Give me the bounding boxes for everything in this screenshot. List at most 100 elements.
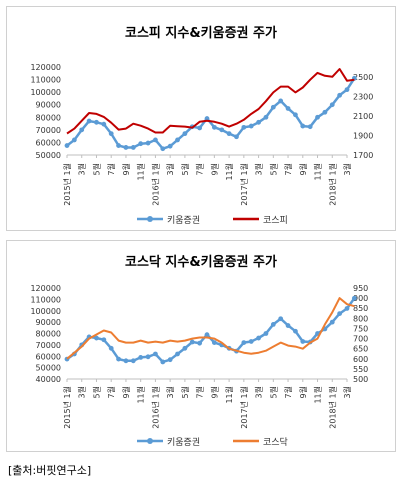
data-point [182,131,188,137]
data-point [64,143,70,148]
y-left-tick-label: 120000 [30,63,61,72]
data-point [130,358,136,364]
data-point [315,114,320,120]
x-tick-label: 5월 [268,163,278,175]
data-point [248,339,254,344]
data-point [241,124,247,130]
data-point [116,143,121,148]
x-tick-label: 2017년 1월 [239,386,249,429]
x-tick-label: 9월 [209,163,219,175]
data-point [204,332,210,338]
kospi-chart: 코스피 지수&키움증권 주가 50000 60000 70000 80000 90000 1… [30,25,373,226]
kosdaq-chart: 코스닥 지수&키움증권 주가 40000 50000 60000 70000 80000 9… [30,254,368,448]
y-left-tick-label: 50000 [36,364,61,373]
y-right-tick-label: 650 [353,345,368,354]
data-point [329,319,335,325]
x-tick-label: 5월 [180,163,190,175]
data-point [116,356,121,362]
series-line-코스닥 [66,297,355,360]
data-point [108,345,114,351]
x-tick-label: 9월 [121,163,131,175]
data-point [145,140,151,146]
kosdaq-chart-panel: 코스닥 지수&키움증권 주가 40000 50000 60000 70000 80000 9… [6,240,396,452]
data-point [219,127,225,133]
data-point [108,131,114,137]
kospi-chart-panel: 코스피 지수&키움증권 주가 50000 60000 70000 80000 90000 1… [6,6,396,231]
y-left-tick-label: 60000 [36,138,61,147]
y-right-tick-label: 850 [353,304,368,313]
legend-label: 키움증권 [167,214,200,226]
x-tick-label: 11월 [136,163,146,181]
data-point [307,124,313,130]
data-point [94,119,99,125]
y-left-tick-label: 80000 [36,330,61,339]
data-point [278,316,284,322]
data-point [197,340,203,346]
x-tick-label: 2015년 1월 [62,163,72,206]
x-tick-label: 5월 [268,386,278,398]
legend-label: 코스닥 [263,437,288,448]
y-right-tick-label: 550 [353,365,368,374]
y-right-tick-label: 800 [353,314,368,323]
y-right-tick-label: 2100 [353,112,373,121]
data-point [256,335,261,341]
data-point [153,137,158,143]
y-right-tick-label: 950 [353,284,368,293]
x-tick-label: 11월 [224,163,234,181]
y-left-tick-label: 70000 [36,126,61,135]
data-point [351,295,357,301]
x-tick-label: 7월 [283,163,293,175]
y-left-tick-label: 90000 [36,318,61,327]
data-point [211,124,217,130]
data-point [138,141,144,147]
legend-label: 키움증권 [167,436,200,448]
y-left-tick-label: 60000 [36,352,61,361]
x-tick-label: 3월 [77,386,87,398]
data-point [101,337,107,343]
data-point [189,339,195,345]
data-point [79,127,85,133]
x-tick-label: 11월 [313,386,323,404]
data-point [197,125,203,131]
data-point [322,109,328,115]
data-point [175,351,180,357]
chart-title: 코스닥 지수&키움증권 주가 [125,254,277,270]
data-point [270,322,276,327]
y-right-tick-label: 500 [353,375,368,384]
x-tick-label: 3월 [342,163,352,175]
data-point [300,339,306,344]
y-right-tick-label: 2500 [353,73,373,82]
x-tick-label: 2016년 1월 [150,163,160,206]
data-point [263,331,269,336]
x-tick-label: 2015년 1월 [62,386,72,429]
data-point [234,134,239,140]
legend-label: 코스피 [263,215,288,226]
legend-marker [147,216,153,222]
x-tick-label: 3월 [77,163,87,175]
data-point [293,328,298,334]
data-point [182,345,188,351]
data-point [167,143,173,149]
x-tick-label: 3월 [342,386,352,398]
y-left-tick-label: 70000 [36,341,61,350]
series-line-키움증권 [66,77,356,150]
data-point [160,146,166,152]
data-point [241,340,247,345]
data-point [270,104,276,110]
x-tick-label: 2017년 1월 [239,163,249,206]
y-left-tick-label: 50000 [36,151,61,160]
y-left-tick-label: 80000 [36,113,61,122]
data-point [329,102,335,108]
data-point [344,87,350,93]
data-point [285,323,291,328]
data-point [123,358,129,364]
source-note: [출처:버핏연구소] [8,464,92,477]
y-right-tick-label: 1900 [353,131,373,140]
x-tick-label: 11월 [136,386,146,404]
x-tick-label: 7월 [195,386,205,398]
data-point [145,354,151,360]
x-tick-label: 9월 [209,386,219,398]
data-point [263,114,269,120]
data-point [337,92,343,98]
data-point [101,121,107,127]
